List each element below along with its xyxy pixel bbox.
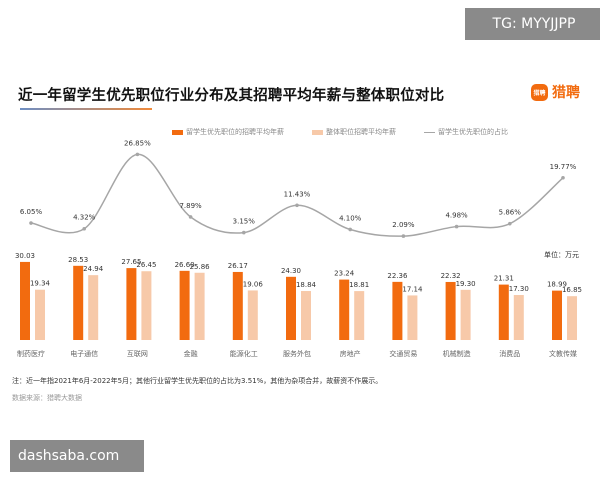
bar-youth-salary	[286, 276, 296, 340]
bar-youth-salary	[339, 279, 350, 340]
share-label: 6.05%	[20, 208, 43, 216]
bar-label: 22.32	[441, 272, 461, 280]
category-label: 制药医疗	[17, 349, 45, 358]
logo-text: 猎聘	[552, 85, 580, 101]
bar-overall-salary	[141, 271, 152, 340]
legend-item: 整体职位招聘平均年薪	[312, 127, 396, 137]
share-point	[82, 226, 86, 231]
category-label: 互联网	[127, 349, 148, 358]
share-point	[135, 152, 140, 157]
bar-label: 19.30	[456, 280, 476, 288]
bar-label: 26.45	[136, 261, 156, 269]
bar-overall-salary	[513, 295, 524, 340]
liepin-logo: 猎聘 猎聘	[531, 82, 580, 102]
logo-icon: 猎聘	[531, 83, 548, 101]
share-label: 3.15%	[233, 218, 256, 226]
share-label: 7.89%	[179, 202, 202, 210]
share-point	[561, 175, 565, 180]
watermark-top: TG: MYYJJPP	[465, 8, 600, 40]
bar-label: 25.86	[190, 263, 211, 271]
bar-overall-salary	[88, 275, 99, 340]
legend: 留学生优先职位的招聘平均年薪 整体职位招聘平均年薪 留学生优先职位的占比	[172, 127, 508, 137]
category-label: 能源化工	[230, 349, 258, 358]
bar-label: 19.06	[243, 280, 264, 288]
bar-overall-salary	[567, 296, 577, 340]
legend-item: 留学生优先职位的占比	[424, 127, 508, 137]
bar-label: 26.17	[228, 262, 248, 270]
unit-label: 单位：万元	[544, 251, 579, 259]
bar-overall-salary	[301, 291, 311, 340]
share-label: 4.98%	[445, 212, 468, 220]
category-label: 房地产	[340, 349, 361, 358]
bar-overall-salary	[247, 290, 258, 340]
category-label: 交通贸易	[389, 349, 417, 358]
bar-overall-salary	[354, 291, 365, 340]
share-point	[401, 234, 406, 238]
bar-overall-salary	[407, 295, 418, 340]
share-point	[29, 221, 33, 225]
category-label: 机械制造	[443, 349, 471, 358]
bar-label: 21.31	[494, 275, 514, 283]
share-label: 19.77%	[550, 163, 577, 171]
bar-youth-salary	[392, 281, 403, 340]
page-title: 近一年留学生优先职位行业分布及其招聘平均年薪与整体职位对比	[18, 88, 445, 104]
bar-youth-salary	[20, 261, 30, 340]
share-point	[188, 215, 193, 219]
bar-youth-salary	[498, 284, 509, 340]
bar-label: 26.60	[175, 261, 195, 269]
bar-label: 27.65	[121, 258, 141, 266]
share-label: 5.86%	[499, 209, 522, 217]
bar-youth-salary	[73, 265, 84, 340]
category-label: 文教传媒	[549, 349, 577, 358]
share-point	[454, 224, 459, 229]
share-label: 11.43%	[284, 190, 311, 198]
category-label: 电子通信	[70, 349, 98, 358]
share-point	[348, 227, 353, 232]
bar-label: 19.34	[30, 280, 51, 288]
legend-item: 留学生优先职位的招聘平均年薪	[172, 127, 284, 137]
bar-label: 24.30	[281, 267, 301, 275]
bar-label: 17.30	[509, 285, 529, 293]
bar-label: 30.03	[15, 252, 35, 260]
category-label: 服务外包	[283, 349, 311, 358]
share-label: 4.32%	[73, 214, 96, 222]
bar-youth-salary	[179, 270, 190, 340]
bar-overall-salary	[35, 289, 45, 340]
bar-label: 22.36	[387, 272, 408, 280]
footnote: 注：近一年指2021年6月-2022年5月；其他行业留学生优先职位的占比为3.5…	[12, 377, 383, 385]
share-label: 2.09%	[392, 221, 415, 229]
bar-label: 17.14	[402, 285, 423, 293]
bar-label: 16.85	[562, 286, 582, 294]
bar-youth-salary	[126, 268, 137, 340]
bar-label: 23.24	[334, 270, 355, 278]
bar-youth-salary	[552, 290, 562, 340]
bar-overall-salary	[460, 289, 471, 340]
bar-label: 18.81	[349, 281, 369, 289]
data-source: 数据来源：猎聘大数据	[12, 394, 82, 402]
category-label: 消费品	[499, 349, 520, 358]
share-point	[242, 230, 246, 235]
bar-youth-salary	[445, 281, 456, 340]
share-point	[295, 203, 299, 208]
bar-label: 24.94	[83, 265, 104, 273]
bar-label: 28.53	[68, 256, 88, 264]
share-label: 4.10%	[339, 214, 362, 222]
share-label: 26.85%	[124, 139, 151, 147]
bar-label: 18.84	[296, 281, 317, 289]
bar-overall-salary	[194, 272, 205, 340]
share-line	[30, 153, 564, 237]
bar-youth-salary	[232, 271, 243, 340]
category-label: 金融	[184, 349, 198, 358]
title-underline	[20, 108, 152, 110]
share-point	[508, 221, 512, 226]
bar-label: 18.99	[547, 281, 567, 289]
watermark-bottom: dashsaba.com	[10, 440, 144, 472]
